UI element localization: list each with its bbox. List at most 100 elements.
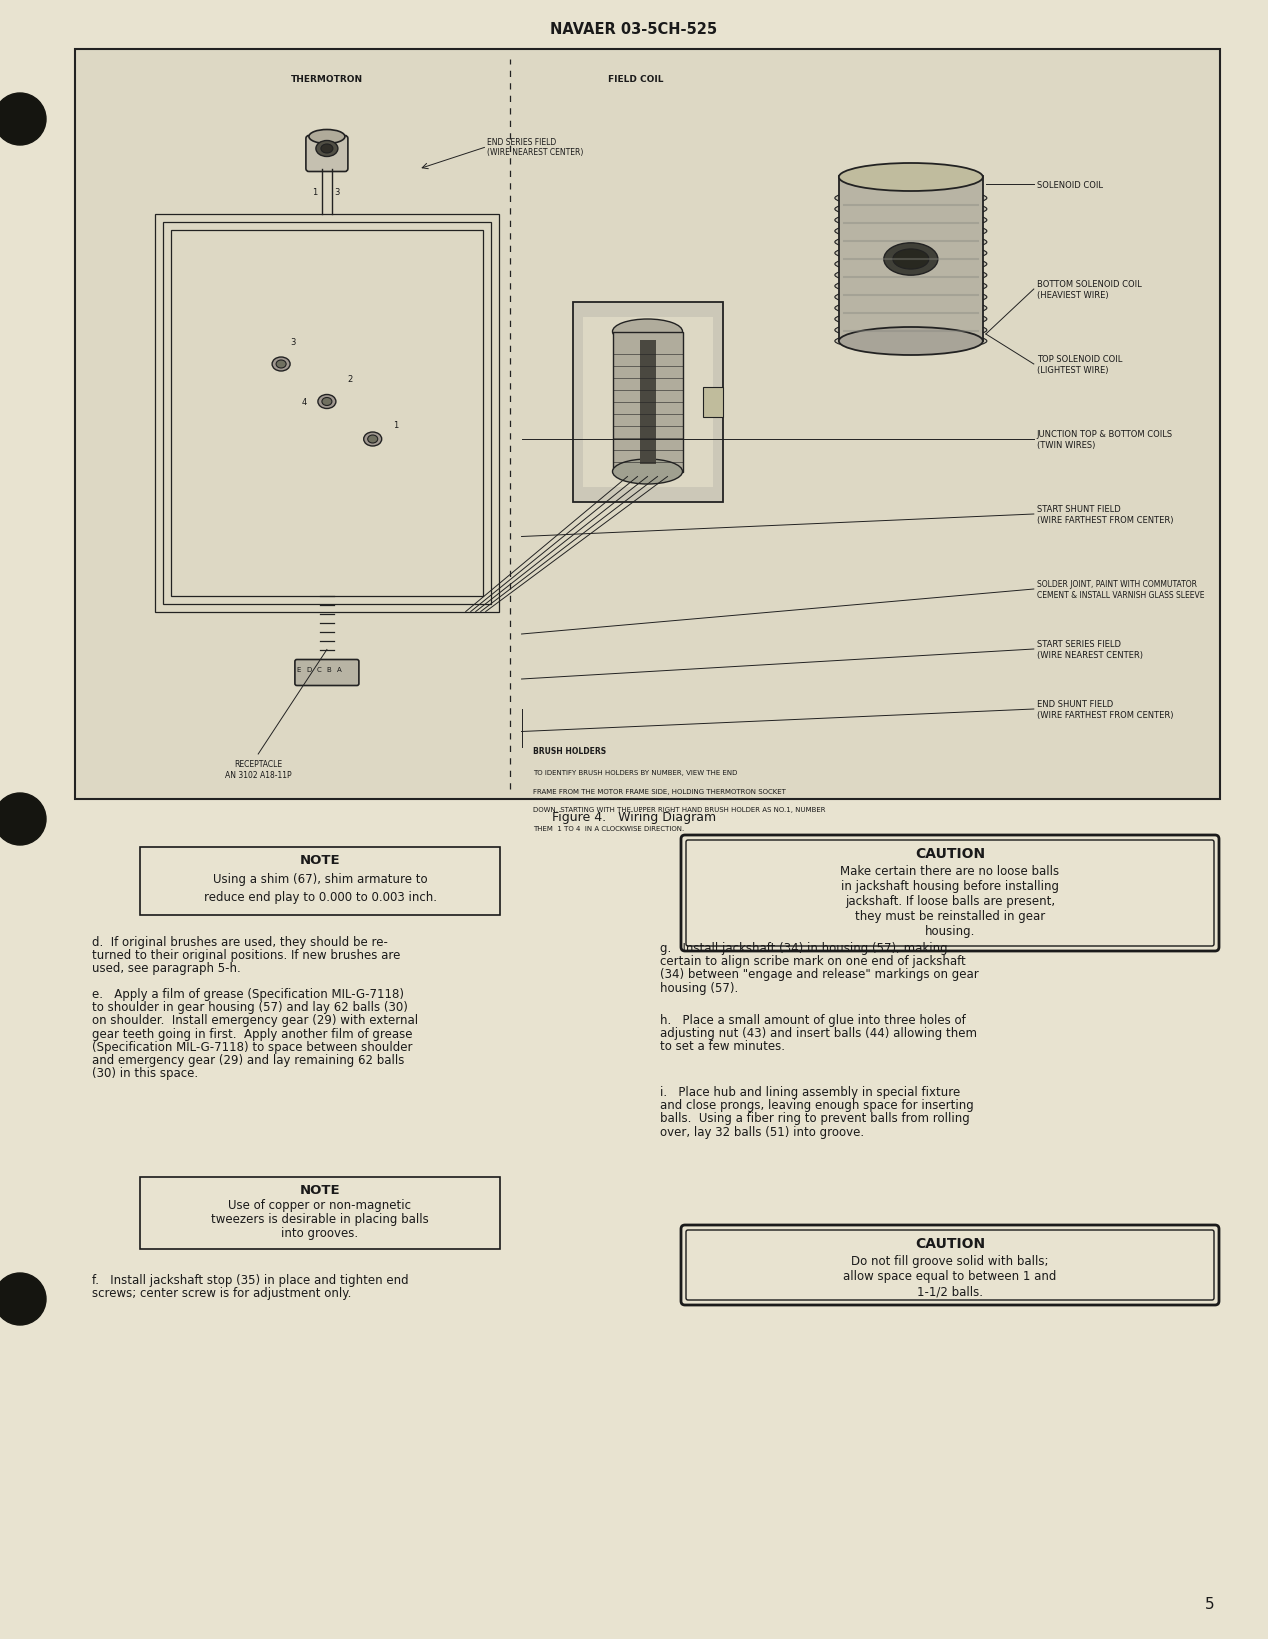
Text: Make certain there are no loose balls: Make certain there are no loose balls — [841, 865, 1060, 879]
Text: i.   Place hub and lining assembly in special fixture: i. Place hub and lining assembly in spec… — [661, 1085, 960, 1098]
Text: JUNCTION TOP & BOTTOM COILS
(TWIN WIRES): JUNCTION TOP & BOTTOM COILS (TWIN WIRES) — [1037, 429, 1173, 449]
Ellipse shape — [834, 333, 987, 351]
Text: FIELD COIL: FIELD COIL — [609, 75, 664, 85]
Text: SOLENOID COIL: SOLENOID COIL — [1037, 180, 1103, 190]
Ellipse shape — [834, 288, 987, 306]
Text: housing (57).: housing (57). — [661, 980, 738, 993]
Text: on shoulder.  Install emergency gear (29) with external: on shoulder. Install emergency gear (29)… — [93, 1015, 418, 1026]
Text: CAUTION: CAUTION — [915, 846, 985, 860]
FancyBboxPatch shape — [681, 1226, 1219, 1305]
Text: A: A — [336, 667, 341, 674]
Text: Do not fill groove solid with balls;: Do not fill groove solid with balls; — [851, 1255, 1049, 1267]
Ellipse shape — [884, 244, 938, 275]
FancyBboxPatch shape — [681, 836, 1219, 951]
Ellipse shape — [309, 131, 345, 144]
Ellipse shape — [273, 357, 290, 372]
Text: (34) between "engage and release" markings on gear: (34) between "engage and release" markin… — [661, 967, 979, 980]
Text: TO IDENTIFY BRUSH HOLDERS BY NUMBER, VIEW THE END: TO IDENTIFY BRUSH HOLDERS BY NUMBER, VIE… — [533, 770, 738, 775]
Text: and close prongs, leaving enough space for inserting: and close prongs, leaving enough space f… — [661, 1098, 974, 1111]
Text: e.   Apply a film of grease (Specification MIL-G-7118): e. Apply a film of grease (Specification… — [93, 987, 404, 1000]
Text: DOWN, STARTING WITH THE UPPER RIGHT HAND BRUSH HOLDER AS NO.1, NUMBER: DOWN, STARTING WITH THE UPPER RIGHT HAND… — [533, 806, 825, 813]
Text: END SERIES FIELD
(WIRE NEAREST CENTER): END SERIES FIELD (WIRE NEAREST CENTER) — [487, 138, 583, 157]
Circle shape — [0, 93, 46, 146]
Ellipse shape — [612, 459, 682, 485]
Text: 1: 1 — [393, 420, 398, 429]
Text: gear teeth going in first.  Apply another film of grease: gear teeth going in first. Apply another… — [93, 1028, 412, 1039]
Text: and emergency gear (29) and lay remaining 62 balls: and emergency gear (29) and lay remainin… — [93, 1054, 404, 1067]
Text: E: E — [297, 667, 301, 674]
FancyBboxPatch shape — [295, 661, 359, 687]
Text: TOP SOLENOID COIL
(LIGHTEST WIRE): TOP SOLENOID COIL (LIGHTEST WIRE) — [1037, 356, 1122, 374]
Text: into grooves.: into grooves. — [281, 1226, 359, 1239]
Text: h.   Place a small amount of glue into three holes of: h. Place a small amount of glue into thr… — [661, 1013, 966, 1026]
Text: housing.: housing. — [924, 924, 975, 938]
Bar — [155, 215, 498, 611]
Bar — [164, 223, 491, 605]
Bar — [839, 177, 983, 343]
Text: (30) in this space.: (30) in this space. — [93, 1067, 198, 1080]
Ellipse shape — [834, 244, 987, 262]
Ellipse shape — [368, 436, 378, 444]
Text: they must be reinstalled in gear: they must be reinstalled in gear — [855, 910, 1045, 923]
Text: C: C — [317, 667, 321, 674]
Text: tweezers is desirable in placing balls: tweezers is desirable in placing balls — [212, 1213, 429, 1226]
Circle shape — [0, 793, 46, 846]
Ellipse shape — [316, 141, 337, 157]
Text: jackshaft. If loose balls are present,: jackshaft. If loose balls are present, — [844, 895, 1055, 908]
Ellipse shape — [318, 395, 336, 410]
Ellipse shape — [834, 300, 987, 318]
Bar — [139, 1177, 500, 1249]
Text: RECEPTACLE
AN 3102 A18-11P: RECEPTACLE AN 3102 A18-11P — [224, 760, 292, 779]
Text: CAUTION: CAUTION — [915, 1236, 985, 1251]
Ellipse shape — [322, 398, 332, 406]
Text: g.   Install jackshaft (34) in housing (57), making: g. Install jackshaft (34) in housing (57… — [661, 941, 947, 954]
Bar — [582, 318, 713, 487]
Text: used, see paragraph 5-h.: used, see paragraph 5-h. — [93, 962, 241, 975]
Ellipse shape — [834, 211, 987, 229]
Text: 3: 3 — [335, 188, 340, 197]
Ellipse shape — [834, 267, 987, 285]
FancyBboxPatch shape — [306, 136, 347, 172]
Ellipse shape — [834, 311, 987, 329]
Bar — [75, 49, 1220, 800]
Text: BRUSH HOLDERS: BRUSH HOLDERS — [533, 747, 606, 756]
Ellipse shape — [893, 249, 929, 270]
Text: turned to their original positions. If new brushes are: turned to their original positions. If n… — [93, 949, 401, 962]
Ellipse shape — [839, 164, 983, 192]
Text: START SERIES FIELD
(WIRE NEAREST CENTER): START SERIES FIELD (WIRE NEAREST CENTER) — [1037, 639, 1142, 659]
Text: THEM  1 TO 4  IN A CLOCKWISE DIRECTION.: THEM 1 TO 4 IN A CLOCKWISE DIRECTION. — [533, 826, 685, 831]
Ellipse shape — [834, 256, 987, 274]
Text: NAVAER 03-5CH-525: NAVAER 03-5CH-525 — [550, 23, 718, 38]
Text: BOTTOM SOLENOID COIL
(HEAVIEST WIRE): BOTTOM SOLENOID COIL (HEAVIEST WIRE) — [1037, 280, 1141, 300]
Bar — [639, 341, 656, 464]
Text: FRAME FROM THE MOTOR FRAME SIDE, HOLDING THERMOTRON SOCKET: FRAME FROM THE MOTOR FRAME SIDE, HOLDING… — [533, 788, 786, 795]
Text: to set a few minutes.: to set a few minutes. — [661, 1039, 785, 1052]
Text: 5: 5 — [1205, 1596, 1215, 1611]
Text: over, lay 32 balls (51) into groove.: over, lay 32 balls (51) into groove. — [661, 1124, 864, 1137]
Text: adjusting nut (43) and insert balls (44) allowing them: adjusting nut (43) and insert balls (44)… — [661, 1026, 978, 1039]
Text: SOLDER JOINT, PAINT WITH COMMUTATOR
CEMENT & INSTALL VARNISH GLASS SLEEVE: SOLDER JOINT, PAINT WITH COMMUTATOR CEME… — [1037, 580, 1205, 600]
Text: to shoulder in gear housing (57) and lay 62 balls (30): to shoulder in gear housing (57) and lay… — [93, 1000, 408, 1013]
Text: 3: 3 — [290, 338, 295, 347]
Text: THERMOTRON: THERMOTRON — [290, 75, 363, 85]
Text: in jackshaft housing before installing: in jackshaft housing before installing — [841, 880, 1059, 893]
Text: (Specification MIL-G-7118) to space between shoulder: (Specification MIL-G-7118) to space betw… — [93, 1041, 412, 1052]
Ellipse shape — [834, 202, 987, 220]
Text: balls.  Using a fiber ring to prevent balls from rolling: balls. Using a fiber ring to prevent bal… — [661, 1111, 970, 1124]
Ellipse shape — [834, 234, 987, 252]
Ellipse shape — [834, 223, 987, 241]
Text: 4: 4 — [302, 398, 307, 406]
Bar — [139, 847, 500, 916]
Text: END SHUNT FIELD
(WIRE FARTHEST FROM CENTER): END SHUNT FIELD (WIRE FARTHEST FROM CENT… — [1037, 700, 1173, 720]
Text: Use of copper or non-magnetic: Use of copper or non-magnetic — [228, 1198, 412, 1211]
Ellipse shape — [834, 279, 987, 295]
Bar — [612, 333, 682, 472]
Ellipse shape — [321, 144, 333, 154]
Text: NOTE: NOTE — [299, 854, 340, 867]
Text: 1: 1 — [312, 188, 317, 197]
Text: NOTE: NOTE — [299, 1183, 340, 1196]
Ellipse shape — [276, 361, 287, 369]
Text: 2: 2 — [347, 375, 353, 384]
Circle shape — [0, 1274, 46, 1326]
Text: allow space equal to between 1 and: allow space equal to between 1 and — [843, 1270, 1056, 1283]
